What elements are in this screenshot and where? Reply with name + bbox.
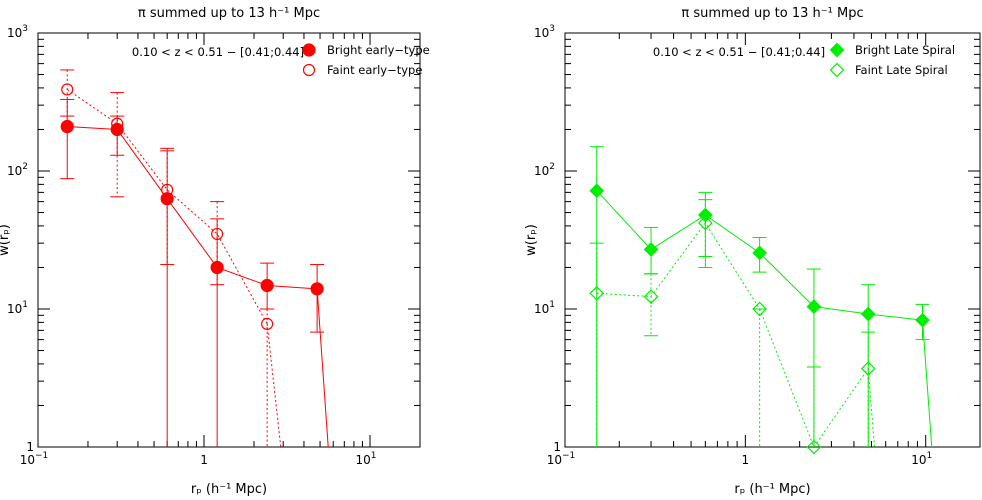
data-point xyxy=(860,306,876,322)
series-line-tail xyxy=(316,288,329,448)
data-point xyxy=(589,183,605,199)
data-point xyxy=(589,285,605,301)
data-point xyxy=(60,119,74,134)
x-tick-label: 101 xyxy=(356,451,377,467)
y-tick-label: 102 xyxy=(7,162,28,178)
series-1 xyxy=(589,199,876,455)
y-tick-label: 101 xyxy=(534,300,555,316)
x-axis-label: rₚ (h⁻¹ Mpc) xyxy=(191,482,267,497)
data-point xyxy=(806,439,822,455)
data-point xyxy=(806,299,822,314)
data-point xyxy=(111,117,124,130)
series-line xyxy=(66,89,268,325)
data-point xyxy=(161,183,174,196)
plot-frame xyxy=(37,32,421,448)
y-axis-label: w(rₚ) xyxy=(524,224,539,256)
data-point xyxy=(643,242,659,257)
data-point xyxy=(915,312,930,328)
x-tick-label: 1 xyxy=(200,453,208,467)
x-tick-label: 10−1 xyxy=(547,451,576,467)
legend-label: Faint early−type xyxy=(327,63,422,77)
legend-label: Bright early−type xyxy=(327,43,430,57)
y-tick-label: 101 xyxy=(7,300,28,316)
chart-title: π summed up to 13 h⁻¹ Mpc xyxy=(681,6,863,21)
data-point xyxy=(310,282,324,296)
legend-marker xyxy=(829,42,845,58)
legend-label: Faint Late Spiral xyxy=(855,63,948,77)
series-0 xyxy=(589,146,933,448)
x-axis-label: rₚ (h⁻¹ Mpc) xyxy=(734,482,810,497)
series-line xyxy=(596,222,869,449)
data-point xyxy=(260,278,274,293)
series-0 xyxy=(60,98,329,448)
series-line-tail xyxy=(266,323,282,448)
legend-marker xyxy=(829,62,845,78)
legend-marker xyxy=(302,63,316,77)
data-point xyxy=(697,215,713,231)
data-point xyxy=(643,289,659,304)
data-point xyxy=(752,245,767,261)
chart-title: π summed up to 13 h⁻¹ Mpc xyxy=(138,6,320,21)
legend-marker xyxy=(302,43,316,57)
y-tick-label: 102 xyxy=(534,162,555,178)
redshift-annotation: 0.10 < z < 0.51 − [0.41;0.44] xyxy=(653,45,825,59)
data-point xyxy=(261,317,274,330)
data-point xyxy=(61,83,74,96)
y-tick-label: 103 xyxy=(534,24,555,40)
x-tick-label: 1 xyxy=(742,453,750,467)
redshift-annotation: 0.10 < z < 0.51 − [0.41;0.44] xyxy=(132,45,304,59)
series-line-tail xyxy=(867,368,875,448)
data-point xyxy=(211,227,224,241)
x-tick-label: 101 xyxy=(911,451,932,467)
plot-frame xyxy=(564,32,981,448)
series-line-tail xyxy=(922,320,933,448)
x-tick-label: 10−1 xyxy=(20,451,49,467)
series-1 xyxy=(60,69,282,448)
data-point xyxy=(210,260,224,275)
y-tick-label: 103 xyxy=(7,24,28,40)
y-tick-label: 1 xyxy=(26,440,34,454)
data-point xyxy=(752,301,767,317)
y-axis-label: w(rₚ) xyxy=(0,224,12,256)
data-point xyxy=(860,361,876,376)
series-line xyxy=(67,126,318,290)
y-tick-label: 1 xyxy=(553,440,561,454)
legend-label: Bright Late Spiral xyxy=(855,43,955,57)
